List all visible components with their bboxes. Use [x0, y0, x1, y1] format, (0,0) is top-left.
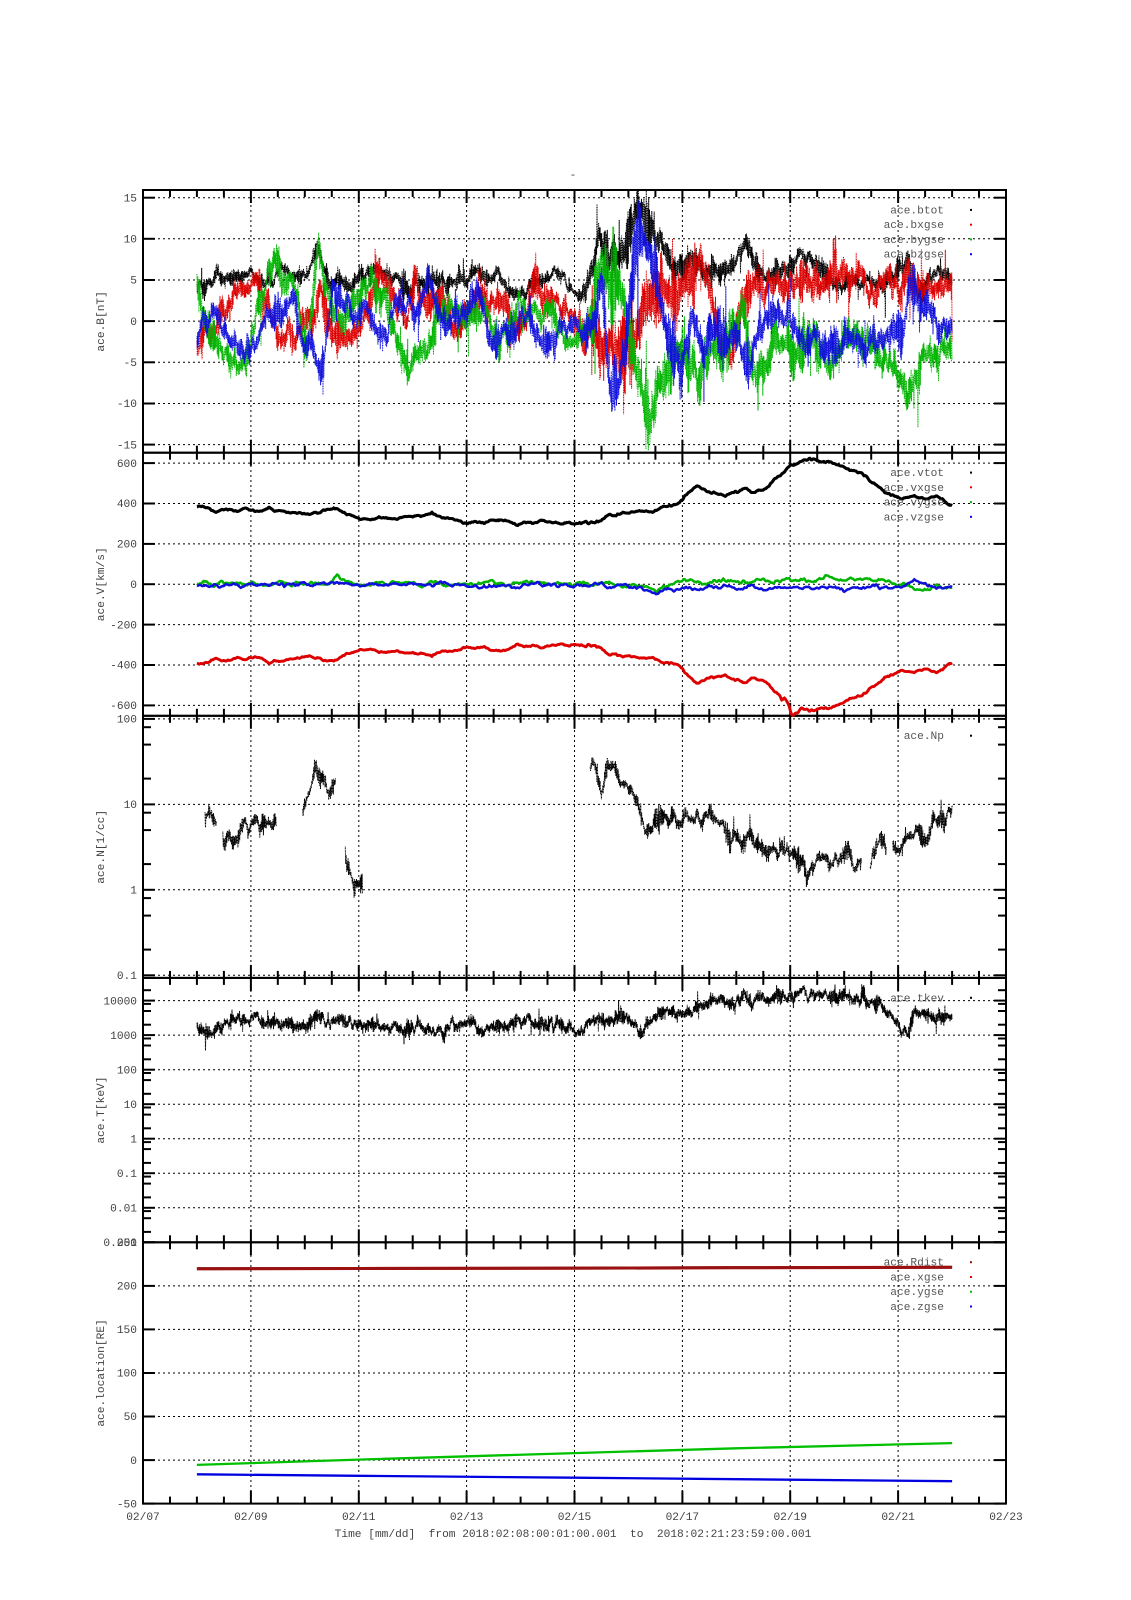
svg-text:0.001: 0.001	[103, 1238, 137, 1250]
svg-text:-10: -10	[117, 399, 137, 411]
svg-text:250: 250	[117, 1238, 137, 1250]
svg-text:Time [mm/dd] from 2018:02:08:: Time [mm/dd] from 2018:02:08:00:01:00.00…	[335, 1529, 812, 1541]
svg-text:ace.V[km/s]: ace.V[km/s]	[96, 547, 108, 621]
svg-text:-200: -200	[110, 620, 137, 632]
svg-text:ace.vtot: ace.vtot	[890, 468, 944, 480]
svg-text:1000: 1000	[110, 1031, 137, 1043]
svg-text:0.01: 0.01	[110, 1203, 137, 1215]
svg-text:ace.location[RE]: ace.location[RE]	[96, 1319, 108, 1426]
svg-text:ace.vxgse: ace.vxgse	[884, 483, 944, 495]
svg-text:02/11: 02/11	[342, 1512, 376, 1524]
svg-text:100: 100	[117, 715, 137, 727]
svg-text:1: 1	[130, 886, 137, 898]
svg-text:0: 0	[130, 580, 137, 592]
svg-text:0: 0	[130, 317, 137, 329]
svg-text:-: -	[570, 170, 577, 182]
svg-text:ace.T[keV]: ace.T[keV]	[96, 1077, 108, 1144]
svg-text:ace.Np: ace.Np	[904, 731, 944, 743]
svg-text:100: 100	[117, 1065, 137, 1077]
svg-text:-15: -15	[117, 440, 137, 452]
svg-text:ace.ygse: ace.ygse	[890, 1287, 944, 1299]
svg-text:02/09: 02/09	[234, 1512, 268, 1524]
svg-text:150: 150	[117, 1325, 137, 1337]
svg-text:200: 200	[117, 1282, 137, 1294]
svg-text:ace.N[1/cc]: ace.N[1/cc]	[96, 810, 108, 884]
svg-text:ace.xgse: ace.xgse	[890, 1272, 944, 1284]
svg-text:5: 5	[130, 276, 137, 288]
svg-text:ace.vygse: ace.vygse	[884, 498, 944, 510]
svg-text:10000: 10000	[103, 996, 137, 1008]
svg-text:0.1: 0.1	[117, 971, 137, 983]
svg-text:0: 0	[130, 1456, 137, 1468]
svg-text:10: 10	[124, 800, 138, 812]
svg-text:ace.btot: ace.btot	[890, 205, 944, 217]
svg-text:15: 15	[124, 193, 137, 205]
svg-text:-600: -600	[110, 701, 137, 713]
svg-text:02/13: 02/13	[450, 1512, 484, 1524]
svg-text:100: 100	[117, 1369, 137, 1381]
svg-text:ace.Rdist: ace.Rdist	[884, 1258, 944, 1270]
svg-text:10: 10	[124, 1100, 138, 1112]
svg-text:0.1: 0.1	[117, 1169, 137, 1181]
svg-text:ace.tkev: ace.tkev	[890, 993, 944, 1005]
svg-text:02/17: 02/17	[666, 1512, 700, 1524]
svg-text:ace.B[nT]: ace.B[nT]	[96, 291, 108, 351]
svg-text:1: 1	[130, 1134, 137, 1146]
svg-text:-50: -50	[117, 1499, 137, 1511]
svg-text:ace.vzgse: ace.vzgse	[884, 512, 944, 524]
svg-text:02/15: 02/15	[558, 1512, 592, 1524]
svg-text:-5: -5	[124, 358, 137, 370]
svg-text:50: 50	[124, 1412, 138, 1424]
svg-text:02/23: 02/23	[989, 1512, 1023, 1524]
svg-text:ace.bxgse: ace.bxgse	[884, 220, 944, 232]
svg-text:200: 200	[117, 540, 137, 552]
svg-text:ace.bzgse: ace.bzgse	[884, 250, 944, 262]
svg-text:02/07: 02/07	[126, 1512, 160, 1524]
svg-text:400: 400	[117, 499, 137, 511]
svg-text:-400: -400	[110, 661, 137, 673]
svg-text:02/21: 02/21	[881, 1512, 915, 1524]
svg-text:600: 600	[117, 459, 137, 471]
svg-text:ace.bygse: ace.bygse	[884, 235, 944, 247]
svg-text:10: 10	[124, 235, 138, 247]
svg-text:02/19: 02/19	[773, 1512, 807, 1524]
svg-text:ace.zgse: ace.zgse	[890, 1302, 944, 1314]
